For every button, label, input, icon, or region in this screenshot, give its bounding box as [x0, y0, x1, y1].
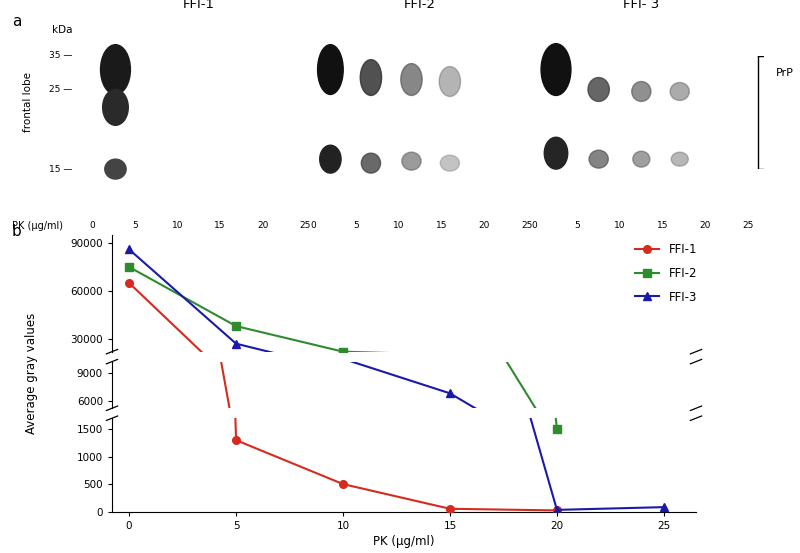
Text: FFI-1: FFI-1 — [182, 0, 214, 11]
Text: 20: 20 — [700, 221, 711, 230]
Ellipse shape — [105, 159, 126, 179]
Text: 25: 25 — [742, 221, 754, 230]
Text: Average gray values: Average gray values — [26, 312, 38, 434]
Ellipse shape — [588, 77, 610, 101]
Ellipse shape — [544, 137, 568, 169]
Ellipse shape — [401, 64, 422, 96]
Text: 10: 10 — [393, 221, 405, 230]
Ellipse shape — [671, 152, 688, 166]
Text: 5: 5 — [353, 221, 359, 230]
Text: PK (μg/ml): PK (μg/ml) — [12, 221, 63, 231]
Text: PrP: PrP — [776, 67, 794, 77]
Text: 5: 5 — [132, 221, 138, 230]
Ellipse shape — [362, 153, 381, 173]
Legend: FFI-1, FFI-2, FFI-3: FFI-1, FFI-2, FFI-3 — [630, 238, 702, 308]
Text: 15 —: 15 — — [49, 165, 72, 174]
Ellipse shape — [633, 151, 650, 167]
Ellipse shape — [320, 145, 341, 173]
Text: 20: 20 — [257, 221, 268, 230]
Text: 25: 25 — [300, 221, 311, 230]
Text: 10: 10 — [171, 221, 183, 230]
Text: kDa: kDa — [52, 25, 73, 35]
Ellipse shape — [402, 152, 421, 170]
Ellipse shape — [318, 45, 343, 95]
Ellipse shape — [670, 82, 690, 101]
Text: 15: 15 — [435, 221, 447, 230]
Text: 0: 0 — [89, 221, 95, 230]
Ellipse shape — [439, 66, 461, 96]
Text: 25: 25 — [521, 221, 532, 230]
Text: frontal lobe: frontal lobe — [23, 72, 33, 132]
Ellipse shape — [440, 155, 459, 171]
Text: 0: 0 — [310, 221, 316, 230]
Ellipse shape — [589, 150, 608, 168]
Text: 5: 5 — [574, 221, 580, 230]
X-axis label: PK (μg/ml): PK (μg/ml) — [374, 535, 434, 547]
Text: FFI- 3: FFI- 3 — [623, 0, 659, 11]
Ellipse shape — [360, 60, 382, 96]
Ellipse shape — [102, 90, 128, 126]
Ellipse shape — [541, 44, 571, 96]
Text: 15: 15 — [214, 221, 226, 230]
Text: 0: 0 — [532, 221, 538, 230]
Ellipse shape — [101, 45, 130, 95]
Text: 10: 10 — [614, 221, 626, 230]
Text: 25 —: 25 — — [49, 85, 72, 94]
Text: b: b — [12, 224, 22, 239]
Text: a: a — [12, 14, 22, 29]
Text: 20: 20 — [478, 221, 490, 230]
Text: 15: 15 — [657, 221, 669, 230]
Ellipse shape — [632, 81, 651, 101]
Text: 35 —: 35 — — [49, 51, 72, 60]
Text: FFI-2: FFI-2 — [404, 0, 436, 11]
